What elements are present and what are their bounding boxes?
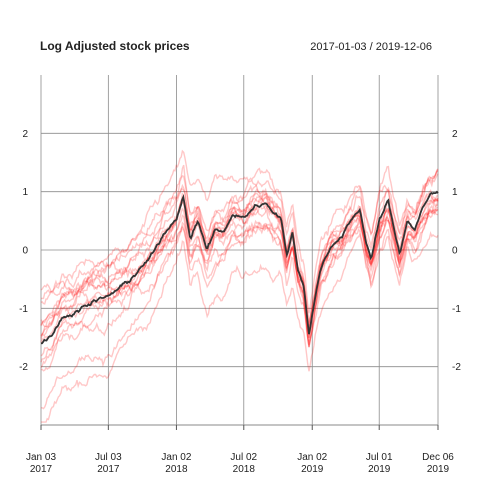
average-series-group	[40, 190, 439, 345]
chart-title: Log Adjusted stock prices	[40, 39, 190, 53]
x-tick-year: 2018	[233, 464, 256, 475]
y-tick-label-left: 2	[22, 129, 28, 140]
x-tick-year: 2019	[427, 464, 450, 475]
x-tick-year: 2018	[165, 464, 188, 475]
stock-series-line	[41, 206, 438, 410]
y-tick-label-left: -1	[19, 304, 28, 315]
stock-series-line	[40, 196, 439, 337]
stock-series-line	[40, 198, 439, 363]
average-series-line	[40, 190, 439, 345]
y-tick-label-left: -2	[19, 362, 28, 373]
grid-lines	[40, 75, 439, 425]
date-range-label: 2017-01-03 / 2019-12-06	[310, 41, 432, 53]
stock-series-line	[40, 173, 439, 339]
stock-series-line	[40, 191, 439, 335]
x-tick-label: Jul 02	[230, 452, 257, 463]
y-tick-label-left: 0	[22, 246, 28, 257]
x-tick-year: 2019	[368, 464, 391, 475]
stock-series-line	[40, 175, 439, 335]
x-tick-year: 2019	[301, 464, 324, 475]
stock-series-line	[41, 168, 439, 423]
x-tick-label: Dec 06	[422, 452, 454, 463]
x-tick-year: 2017	[97, 464, 120, 475]
stock-series-line	[40, 164, 439, 342]
stock-series-line	[40, 208, 439, 369]
y-tick-label-left: 1	[22, 187, 28, 198]
x-tick-label: Jan 02	[161, 452, 191, 463]
x-tick-label: Jan 02	[297, 452, 327, 463]
x-tick-label: Jan 03	[26, 452, 56, 463]
x-tick-year: 2017	[30, 464, 53, 475]
y-tick-label-right: 1	[452, 187, 458, 198]
x-tick-label: Jul 01	[366, 452, 393, 463]
y-tick-label-right: 2	[452, 129, 458, 140]
y-tick-label-right: -2	[452, 362, 461, 373]
stock-series-line	[40, 149, 439, 323]
stock-series-line	[40, 165, 439, 372]
x-tick-label: Jul 03	[95, 452, 122, 463]
y-tick-label-right: 0	[452, 246, 458, 257]
y-tick-label-right: -1	[452, 304, 461, 315]
stock-series-line	[40, 217, 439, 346]
y-axis-ticks: 2 2 1 1 0 0 -1 -1 -2 -2	[19, 129, 461, 373]
stock-series-line	[40, 192, 439, 357]
